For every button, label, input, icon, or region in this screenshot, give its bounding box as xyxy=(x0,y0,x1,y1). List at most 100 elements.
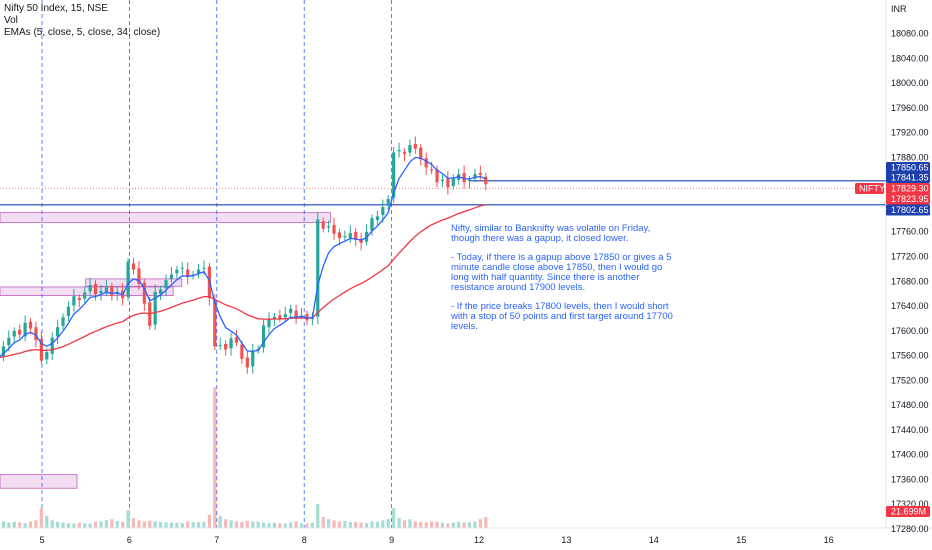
candle-body xyxy=(28,321,33,329)
candle-body xyxy=(218,345,222,347)
zone-box xyxy=(0,286,174,297)
volume-bar xyxy=(467,522,472,528)
candle-body xyxy=(386,198,390,206)
volume-bar xyxy=(267,523,271,528)
volume-bar xyxy=(386,519,390,528)
price-tag xyxy=(886,193,930,205)
y-tick-label: 17560.00 xyxy=(891,351,929,361)
y-tick-label: 17520.00 xyxy=(891,375,929,385)
candle-body xyxy=(12,330,16,337)
volume-indicator-label[interactable]: Vol xyxy=(4,15,18,26)
price-tag-label: 17850.65 xyxy=(891,163,929,173)
candle-body xyxy=(348,233,352,239)
volume-bar xyxy=(34,520,38,528)
volume-bar xyxy=(45,515,49,528)
volume-bar xyxy=(375,521,379,528)
volume-bar xyxy=(207,514,211,528)
candle-body xyxy=(234,337,239,343)
candle-body xyxy=(50,337,54,354)
volume-bar xyxy=(457,521,461,528)
x-tick-label: 16 xyxy=(824,535,834,545)
volume-bar xyxy=(99,521,103,528)
volume-bar xyxy=(159,521,163,528)
candle-body xyxy=(424,158,428,168)
candle-body xyxy=(484,176,488,185)
candle-body xyxy=(131,263,136,270)
volume-bar xyxy=(213,387,217,528)
candle-body xyxy=(56,327,60,337)
volume-bar xyxy=(202,521,206,528)
volume-bar xyxy=(327,519,331,528)
volume-bar xyxy=(435,521,439,528)
y-tick-label: 17360.00 xyxy=(891,474,929,484)
candle-body xyxy=(381,207,385,216)
candle-body xyxy=(1,346,6,357)
candle-body xyxy=(435,169,439,183)
candle-body xyxy=(419,147,423,160)
volume-bar xyxy=(18,522,22,528)
volume-bar xyxy=(137,520,141,528)
candle-body xyxy=(289,308,293,313)
currency-label: INR xyxy=(891,4,907,14)
symbol-title[interactable]: Nifty 50 Index, 15, NSE xyxy=(4,3,108,14)
y-tick-label: 18000.00 xyxy=(891,78,929,88)
x-tick-label: 6 xyxy=(127,535,132,545)
volume-bar xyxy=(66,523,71,528)
candle-body xyxy=(7,337,11,346)
candle-body xyxy=(142,282,146,304)
ema-indicator-label[interactable]: EMAs (5, close, 5, close, 34, close) xyxy=(4,27,161,38)
candle-body xyxy=(18,329,22,335)
volume-bar xyxy=(153,521,157,528)
candle-body xyxy=(34,327,38,341)
candle-body xyxy=(251,351,255,367)
candle-body xyxy=(186,269,190,278)
candle-body xyxy=(272,316,277,319)
volume-bar xyxy=(381,520,385,528)
candle-body xyxy=(66,306,71,317)
chart-legend: Nifty 50 Index, 15, NSE Vol EMAs (5, clo… xyxy=(4,3,160,39)
candle-body xyxy=(83,292,87,299)
x-tick-label: 5 xyxy=(39,535,44,545)
candle-body xyxy=(261,325,266,348)
volume-bar xyxy=(343,520,347,528)
x-tick-label: 8 xyxy=(302,535,307,545)
x-tick-label: 14 xyxy=(649,535,659,545)
x-tick-label: 15 xyxy=(736,535,746,545)
price-tag-label: 17829.30 xyxy=(891,184,929,194)
volume-bar xyxy=(430,521,434,528)
price-tag-label: 17841.35 xyxy=(891,173,929,183)
volume-bar xyxy=(1,521,6,528)
zone-box xyxy=(0,212,331,223)
candle-body xyxy=(23,322,27,337)
volume-bar xyxy=(348,521,352,528)
volume-bar xyxy=(278,523,282,528)
volume-bar xyxy=(186,521,190,528)
volume-bar xyxy=(321,517,325,528)
volume-bar xyxy=(93,521,98,528)
volume-bar xyxy=(104,520,108,528)
volume-bar xyxy=(245,520,249,528)
volume-bar xyxy=(72,523,76,528)
candle-body xyxy=(164,280,168,289)
volume-bar xyxy=(392,508,396,528)
candle-body xyxy=(332,225,336,234)
y-tick-label: 17880.00 xyxy=(891,152,929,162)
y-tick-label: 17600.00 xyxy=(891,326,929,336)
volume-bar xyxy=(473,521,477,528)
candle-body xyxy=(467,179,472,182)
price-tag-label: 17802.65 xyxy=(891,205,929,215)
analysis-note[interactable]: Nifty, similar to Banknifty was volatile… xyxy=(451,223,673,332)
candle-body xyxy=(478,172,482,175)
candle-body xyxy=(267,319,271,328)
y-tick-label: 17760.00 xyxy=(891,227,929,237)
volume-bar xyxy=(272,522,277,528)
y-tick-label: 17280.00 xyxy=(891,524,929,534)
candle-body xyxy=(137,268,141,284)
volume-bar xyxy=(305,523,309,528)
volume-bar xyxy=(28,521,33,528)
candle-body xyxy=(413,143,417,149)
candle-body xyxy=(104,287,108,293)
x-tick-label: 9 xyxy=(389,535,394,545)
volume-bar xyxy=(337,521,342,528)
